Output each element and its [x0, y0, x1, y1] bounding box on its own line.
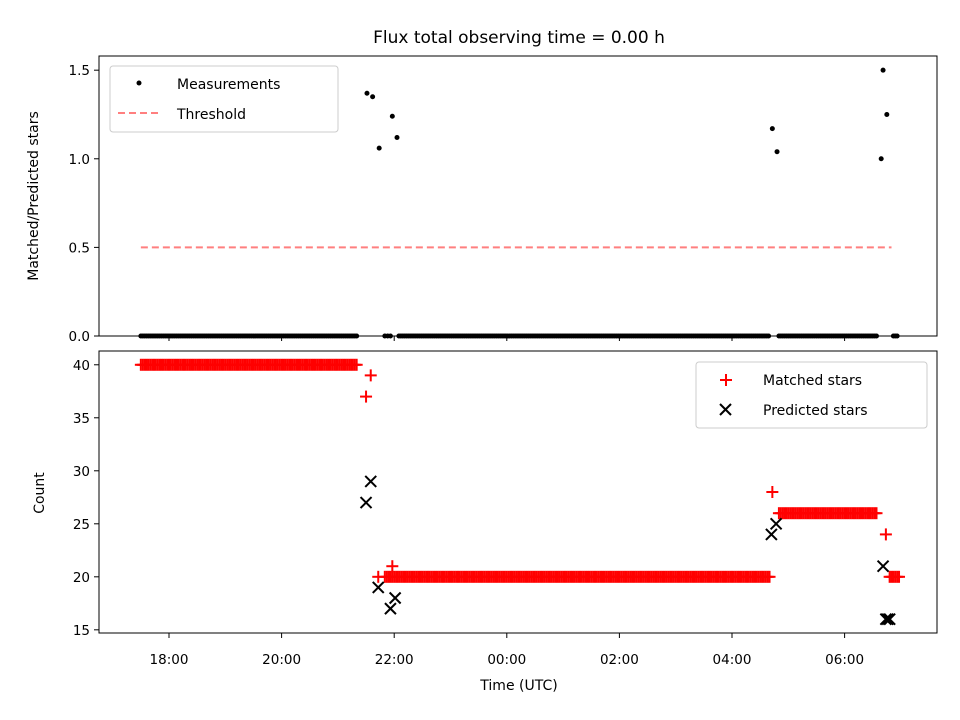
bottom-y-tick-label: 35 [73, 411, 90, 427]
predicted-point [883, 613, 896, 626]
top-y-tick-label: 1.5 [69, 63, 90, 79]
x-tick-label: 06:00 [825, 652, 864, 668]
top-panel: 0.0 0.5 1.0 1.5 Matched/Predicted stars Mea… [26, 55, 938, 345]
predicted-point [384, 602, 397, 615]
x-tick-label: 22:00 [375, 652, 414, 668]
measurement-point [774, 149, 780, 155]
predicted-point-b [359, 496, 373, 509]
predicted-point-b [384, 602, 397, 615]
predicted-point-b [769, 517, 783, 531]
top-x-ticks [168, 336, 846, 341]
x-tick-label: 18:00 [150, 652, 189, 668]
bottom-marks [134, 358, 906, 626]
bottom-y-tick-label: 25 [73, 517, 90, 533]
predicted-point-b [876, 560, 890, 573]
matched-point [893, 570, 906, 583]
predicted-point [879, 613, 893, 626]
matched-point [879, 528, 892, 541]
bottom-y-tick-label: 15 [73, 623, 90, 639]
predicted-point-b [879, 613, 893, 626]
legend-threshold-label: Threshold [176, 107, 246, 123]
matched-point [386, 560, 399, 573]
bottom-y-ticks: 15 20 25 30 35 40 [73, 358, 99, 639]
bottom-y-tick-label: 30 [73, 464, 90, 480]
predicted-point [769, 517, 783, 531]
bottom-x-ticks: 18:00 20:00 22:00 00:00 02:00 04:00 06:00 [150, 633, 864, 668]
x-tick-label: 00:00 [487, 652, 526, 668]
x-tick-label: 04:00 [713, 652, 752, 668]
bottom-y-axis-label: Count [32, 472, 48, 514]
bottom-y-tick-label: 40 [73, 358, 90, 374]
legend-matched-marker [720, 374, 732, 386]
top-y-tick-label: 0.0 [69, 329, 90, 345]
measurement-point [769, 126, 775, 132]
measurement-point [376, 145, 382, 151]
matched-point [766, 486, 779, 498]
measurement-point [884, 111, 890, 117]
matched-point [763, 570, 776, 583]
measurement-point [364, 90, 370, 96]
bottom-legend: Matched stars Predicted stars [695, 361, 928, 429]
measurement-point [394, 135, 400, 141]
predicted-point-b [883, 613, 896, 626]
matched-point [870, 507, 883, 520]
legend-predicted-marker [719, 403, 732, 416]
predicted-point [372, 581, 385, 594]
predicted-point [364, 475, 377, 488]
bottom-panel: 15 20 25 30 35 40 18:00 20:00 22:00 00:00 02:00 04… [32, 350, 938, 694]
top-y-tick-label: 1.0 [69, 152, 90, 168]
predicted-point-b [372, 581, 385, 594]
bottom-y-tick-label: 20 [73, 570, 90, 586]
matched-point [372, 570, 385, 583]
bottom-legend-box [695, 361, 928, 429]
predicted-point-b [881, 613, 894, 626]
x-tick-label: 20:00 [262, 652, 301, 668]
legend-measurements-marker [136, 80, 142, 86]
chart-title: Flux total observing time = 0.00 h [373, 28, 665, 48]
measurement-point [880, 67, 886, 73]
measurement-point [389, 113, 395, 119]
predicted-point-b [364, 475, 377, 488]
top-y-tick-label: 0.5 [69, 240, 90, 256]
predicted-point-b [388, 591, 402, 605]
top-y-ticks: 0.0 0.5 1.0 1.5 [69, 63, 99, 345]
predicted-point [359, 496, 373, 509]
matched-point [364, 369, 377, 382]
top-legend-box [109, 65, 339, 133]
legend-matched-label: Matched stars [763, 373, 862, 389]
matched-point [350, 358, 363, 371]
predicted-point-b [765, 528, 778, 541]
measurement-point [878, 156, 884, 162]
x-tick-label: 02:00 [600, 652, 639, 668]
measurement-point [370, 94, 376, 100]
predicted-point [876, 560, 890, 573]
legend-measurements-label: Measurements [177, 77, 280, 93]
top-axes-frame [98, 55, 938, 337]
bottom-axes-frame [98, 350, 938, 634]
legend-predicted-label: Predicted stars [763, 403, 868, 419]
top-y-axis-label: Matched/Predicted stars [26, 111, 42, 281]
predicted-point [765, 528, 778, 541]
x-axis-label: Time (UTC) [479, 678, 557, 694]
predicted-point [881, 613, 894, 626]
matched-point [360, 390, 373, 403]
top-legend: Measurements Threshold [109, 65, 339, 133]
predicted-point [388, 591, 402, 605]
